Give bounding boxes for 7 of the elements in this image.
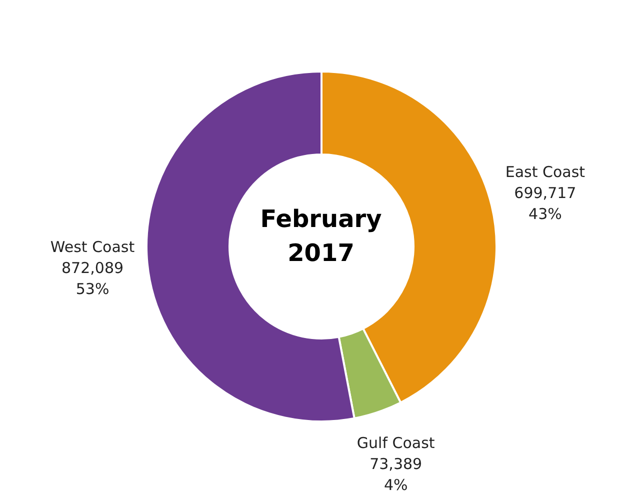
slice-label: East Coast — [505, 163, 586, 182]
data-label: 73,389 4% — [370, 455, 422, 493]
data-label: 872,089 53% — [62, 259, 124, 298]
slice-label: Gulf Coast — [356, 434, 435, 452]
data-label: 699,717 43% — [514, 184, 576, 224]
text: February 2017 — [260, 205, 382, 267]
slice-label: West Coast — [50, 238, 135, 256]
